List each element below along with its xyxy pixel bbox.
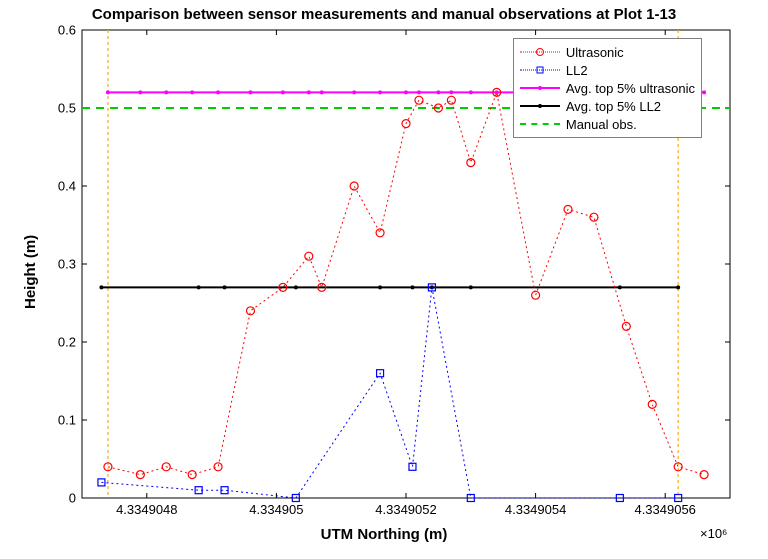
legend-swatch — [520, 61, 560, 79]
x-axis-label: UTM Northing (m) — [0, 526, 768, 543]
legend-item-manual-obs: Manual obs. — [520, 115, 695, 133]
y-tick-label: 0.4 — [58, 179, 76, 194]
legend-item-label: Manual obs. — [566, 117, 637, 132]
legend-item-ll2: LL2 — [520, 61, 695, 79]
legend-item-ultrasonic: Ultrasonic — [520, 43, 695, 61]
legend-item-label: LL2 — [566, 63, 588, 78]
legend-item-label: Avg. top 5% LL2 — [566, 99, 661, 114]
x-tick-label: 4.3349054 — [505, 502, 566, 517]
legend-swatch — [520, 43, 560, 61]
x-axis-exponent: ×10⁶ — [700, 526, 727, 541]
legend: Ultrasonic LL2 Avg. top 5% ultrasonic Avg. … — [513, 38, 702, 138]
y-tick-label: 0.1 — [58, 413, 76, 428]
legend-item-avg-ll2: Avg. top 5% LL2 — [520, 97, 695, 115]
x-tick-label: 4.3349056 — [634, 502, 695, 517]
page-title: Comparison between sensor measurements a… — [0, 6, 768, 23]
x-tick-label: 4.334905 — [249, 502, 303, 517]
legend-item-label: Avg. top 5% ultrasonic — [566, 81, 695, 96]
y-axis-label: Height (m) — [22, 235, 39, 309]
x-tick-label: 4.3349048 — [116, 502, 177, 517]
legend-swatch — [520, 79, 560, 97]
legend-swatch — [520, 115, 560, 133]
legend-swatch — [520, 97, 560, 115]
legend-item-label: Ultrasonic — [566, 45, 624, 60]
y-tick-label: 0.3 — [58, 257, 76, 272]
y-tick-label: 0.5 — [58, 101, 76, 116]
y-tick-label: 0.2 — [58, 335, 76, 350]
x-tick-label: 4.3349052 — [375, 502, 436, 517]
y-tick-label: 0 — [69, 491, 76, 506]
legend-item-avg-ultrasonic: Avg. top 5% ultrasonic — [520, 79, 695, 97]
figure: Comparison between sensor measurements a… — [0, 0, 768, 559]
y-tick-label: 0.6 — [58, 23, 76, 38]
